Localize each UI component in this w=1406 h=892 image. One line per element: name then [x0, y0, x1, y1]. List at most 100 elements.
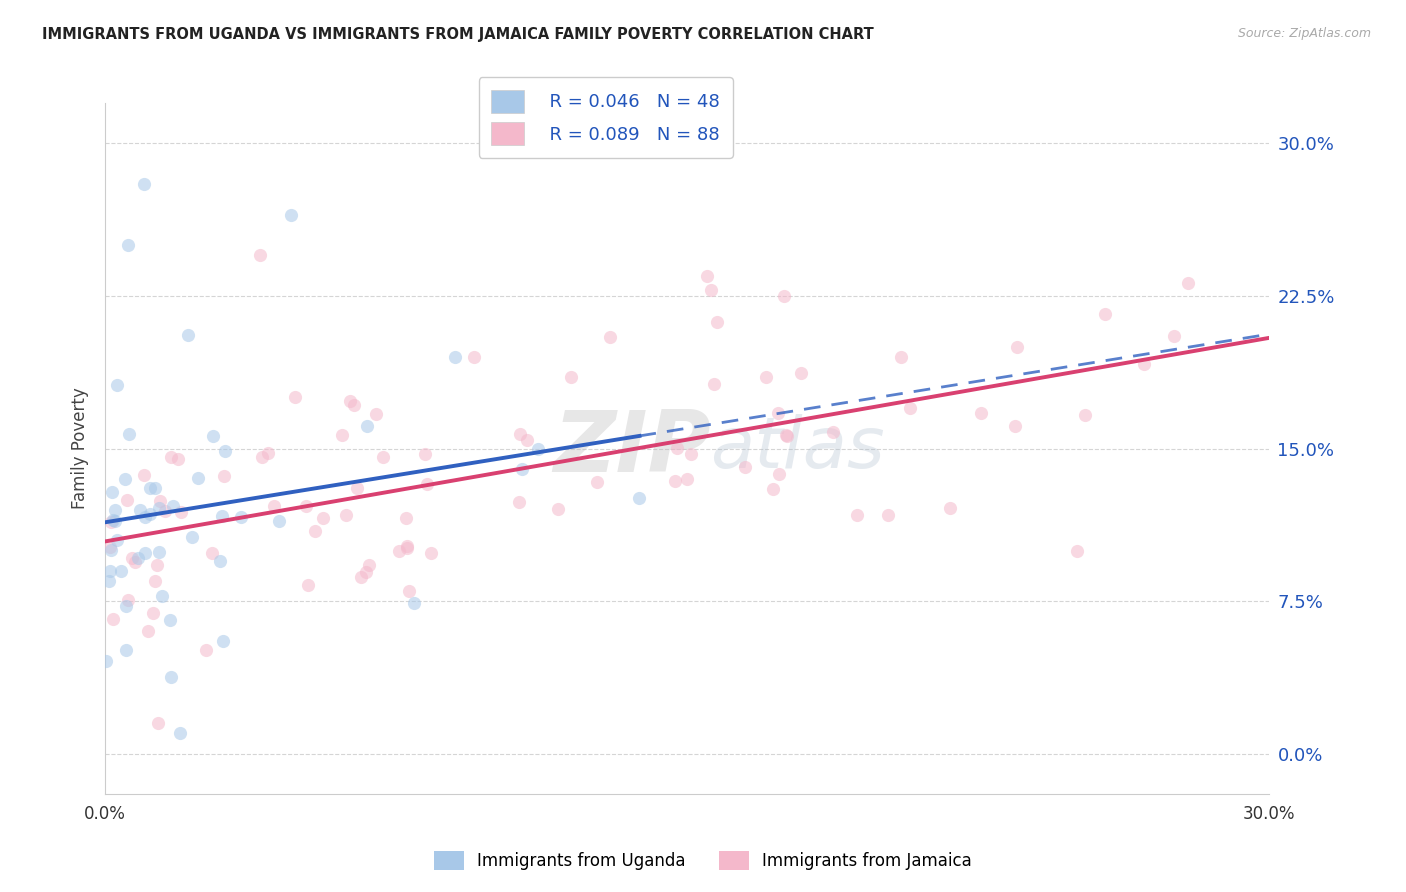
- Legend: Immigrants from Uganda, Immigrants from Jamaica: Immigrants from Uganda, Immigrants from …: [427, 844, 979, 877]
- Point: [159, 613, 181, 627]
- Point: [117, 593, 139, 607]
- Point: [703, 376, 725, 391]
- Text: 30.0%: 30.0%: [1243, 805, 1295, 823]
- Point: [700, 283, 723, 297]
- Point: [169, 726, 191, 740]
- Point: [195, 643, 218, 657]
- Point: [773, 289, 796, 303]
- Point: [508, 495, 530, 509]
- Point: [94, 654, 117, 668]
- Point: [1177, 277, 1199, 291]
- Point: [100, 543, 122, 558]
- Point: [295, 499, 318, 513]
- Point: [146, 558, 169, 572]
- Point: [104, 514, 127, 528]
- Point: [388, 544, 411, 558]
- Point: [404, 596, 426, 610]
- Point: [142, 606, 165, 620]
- Point: [143, 574, 166, 589]
- Point: [114, 599, 136, 613]
- Point: [1094, 307, 1116, 321]
- Point: [664, 474, 686, 488]
- Point: [877, 508, 900, 522]
- Point: [1004, 419, 1026, 434]
- Text: IMMIGRANTS FROM UGANDA VS IMMIGRANTS FROM JAMAICA FAMILY POVERTY CORRELATION CHA: IMMIGRANTS FROM UGANDA VS IMMIGRANTS FRO…: [42, 27, 875, 42]
- Point: [676, 473, 699, 487]
- Point: [413, 447, 436, 461]
- Point: [420, 546, 443, 560]
- Point: [356, 565, 378, 579]
- Point: [127, 550, 149, 565]
- Point: [208, 553, 231, 567]
- Point: [775, 427, 797, 442]
- Point: [181, 530, 204, 544]
- Point: [586, 475, 609, 489]
- Point: [160, 450, 183, 465]
- Point: [398, 583, 420, 598]
- Point: [330, 427, 353, 442]
- Point: [121, 551, 143, 566]
- Point: [148, 501, 170, 516]
- Point: [187, 471, 209, 485]
- Point: [734, 460, 756, 475]
- Point: [143, 481, 166, 495]
- Point: [297, 578, 319, 592]
- Point: [105, 378, 128, 392]
- Point: [132, 177, 155, 191]
- Point: [335, 508, 357, 522]
- Point: [153, 504, 176, 518]
- Text: ZIP: ZIP: [553, 407, 710, 490]
- Point: [889, 350, 911, 364]
- Point: [263, 499, 285, 513]
- Point: [768, 406, 790, 420]
- Point: [395, 540, 418, 554]
- Point: [970, 406, 993, 420]
- Point: [346, 481, 368, 495]
- Point: [249, 248, 271, 262]
- Point: [202, 429, 225, 443]
- Point: [356, 419, 378, 434]
- Point: [350, 570, 373, 584]
- Point: [681, 447, 703, 461]
- Point: [148, 716, 170, 731]
- Point: [118, 426, 141, 441]
- Point: [101, 513, 124, 527]
- Point: [560, 370, 582, 384]
- Point: [395, 510, 418, 524]
- Point: [628, 491, 651, 505]
- Point: [444, 351, 467, 365]
- Point: [776, 428, 799, 442]
- Point: [100, 515, 122, 529]
- Point: [463, 350, 485, 364]
- Y-axis label: Family Poverty: Family Poverty: [72, 388, 89, 509]
- Legend:   R = 0.046   N = 48,   R = 0.089   N = 88: R = 0.046 N = 48, R = 0.089 N = 88: [478, 78, 733, 158]
- Point: [129, 502, 152, 516]
- Point: [211, 633, 233, 648]
- Point: [115, 643, 138, 657]
- Point: [516, 433, 538, 447]
- Point: [696, 268, 718, 283]
- Point: [101, 484, 124, 499]
- Point: [762, 482, 785, 496]
- Point: [98, 574, 121, 588]
- Point: [162, 500, 184, 514]
- Point: [706, 314, 728, 328]
- Point: [138, 481, 160, 495]
- Point: [509, 426, 531, 441]
- Point: [755, 370, 778, 384]
- Point: [139, 507, 162, 521]
- Point: [599, 329, 621, 343]
- Point: [115, 492, 138, 507]
- Point: [257, 446, 280, 460]
- Point: [395, 541, 418, 555]
- Point: [939, 500, 962, 515]
- Point: [280, 208, 302, 222]
- Point: [357, 558, 380, 572]
- Text: atlas: atlas: [710, 414, 884, 483]
- Point: [214, 468, 236, 483]
- Point: [117, 238, 139, 252]
- Point: [415, 477, 437, 491]
- Point: [160, 669, 183, 683]
- Point: [1074, 408, 1097, 422]
- Point: [136, 624, 159, 639]
